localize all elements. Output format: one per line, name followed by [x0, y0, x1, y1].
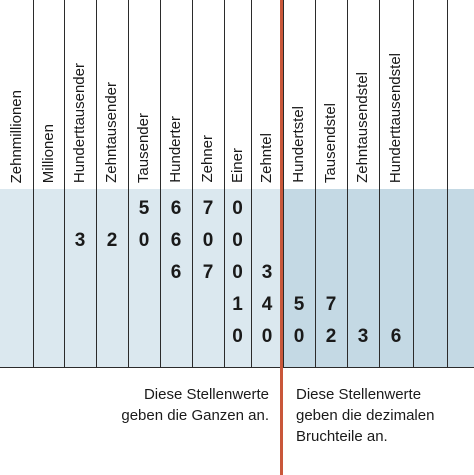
column-separator: [347, 0, 348, 367]
digit-cell: 6: [170, 230, 182, 251]
column-separator: [447, 0, 448, 367]
column-separator: [64, 0, 65, 367]
digit-cell: 4: [261, 294, 273, 315]
column-header: Tausender: [135, 112, 152, 183]
column-header: Hundertstel: [290, 106, 307, 183]
note-decimal-line-2: geben die dezimalen: [296, 407, 435, 424]
column-separator: [160, 0, 161, 367]
digit-cell: 3: [261, 262, 273, 283]
column-separator: [128, 0, 129, 367]
column-header: Zehntausender: [103, 82, 120, 183]
digit-cell: 3: [74, 230, 86, 251]
digit-cell: 5: [293, 294, 305, 315]
digit-cell: 0: [138, 230, 150, 251]
digit-cell: 7: [325, 294, 337, 315]
note-decimal-places: Diese Stellenwerte geben die dezimalen B…: [296, 384, 434, 447]
digit-cell: 3: [357, 326, 369, 347]
column-header: Einer: [228, 147, 246, 183]
decimal-point-divider: [280, 0, 283, 475]
column-header: Millionen: [39, 123, 57, 183]
column-header: Hunderttausendstel: [387, 52, 404, 183]
column-header: Zehnmillionen: [7, 89, 25, 183]
column-header: Zehntausendstel: [354, 72, 371, 183]
column-header: Zehner: [199, 135, 216, 183]
column-separator: [283, 0, 284, 367]
note-whole-line-2: geben die Ganzen an.: [121, 407, 269, 424]
digit-cell: 2: [106, 230, 118, 251]
note-whole-line-1: Diese Stellenwerte: [143, 386, 269, 403]
digit-cell: 2: [325, 326, 337, 347]
column-separator: [315, 0, 316, 367]
column-separator: [96, 0, 97, 367]
digit-cell: 7: [202, 198, 214, 219]
note-decimal-line-3: Bruchteile an.: [296, 428, 388, 445]
column-separator: [33, 0, 34, 367]
digit-cell: 6: [170, 198, 182, 219]
note-whole-places: Diese Stellenwerte geben die Ganzen an.: [121, 384, 269, 426]
column-header: Zehntel: [258, 132, 275, 183]
digit-cell: 0: [202, 230, 214, 251]
digit-cell: 0: [232, 262, 243, 283]
note-decimal-line-1: Diese Stellenwerte: [296, 386, 422, 403]
column-separator: [413, 0, 414, 367]
digit-cell: 0: [232, 326, 243, 347]
column-header: Hunderter: [167, 116, 184, 183]
column-separator: [379, 0, 380, 367]
digit-cell: 6: [170, 262, 182, 283]
digit-cell: 0: [232, 198, 243, 219]
digit-cell: 6: [390, 326, 402, 347]
column-separator: [224, 0, 225, 367]
decimal-region: [282, 189, 474, 367]
digit-cell: 0: [232, 230, 243, 251]
column-header: Hunderttausender: [71, 62, 88, 183]
digit-cell: 0: [261, 326, 273, 347]
column-header: Tausendstel: [322, 102, 339, 183]
digit-cell: 5: [138, 198, 150, 219]
whole-number-region: [0, 189, 282, 367]
digit-cell: 1: [232, 294, 243, 315]
table-bottom-line: [0, 367, 474, 368]
digit-cell: 7: [202, 262, 214, 283]
digit-cell: 0: [293, 326, 305, 347]
column-separator: [192, 0, 193, 367]
column-separator: [251, 0, 252, 367]
